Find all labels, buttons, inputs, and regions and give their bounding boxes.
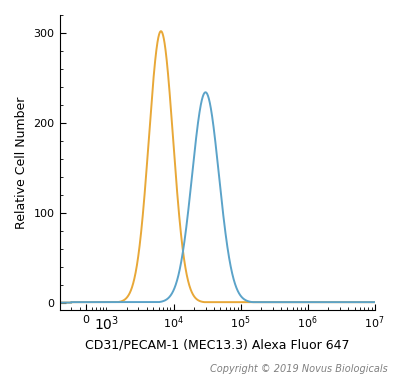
Text: Copyright © 2019 Novus Biologicals: Copyright © 2019 Novus Biologicals (210, 364, 388, 374)
Y-axis label: Relative Cell Number: Relative Cell Number (15, 96, 28, 229)
X-axis label: CD31/PECAM-1 (MEC13.3) Alexa Fluor 647: CD31/PECAM-1 (MEC13.3) Alexa Fluor 647 (85, 339, 349, 352)
